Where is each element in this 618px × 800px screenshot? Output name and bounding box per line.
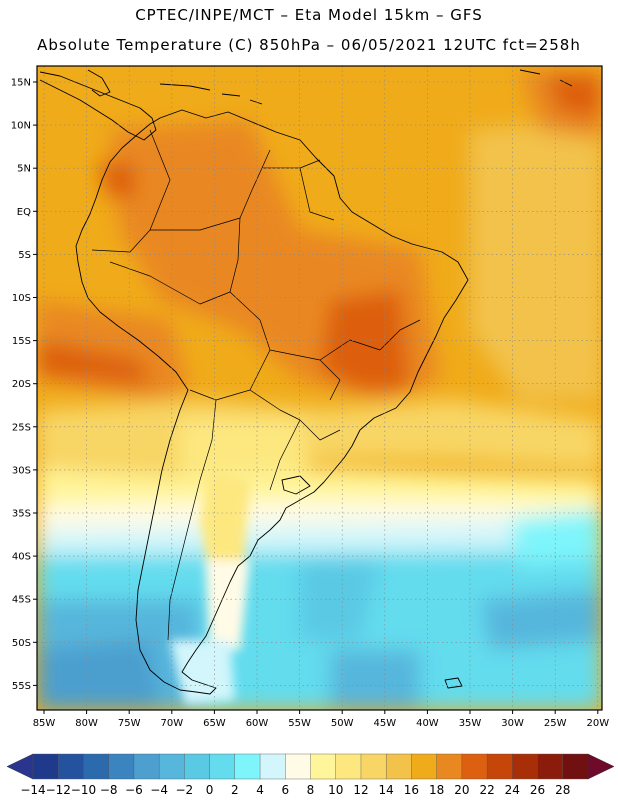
south-america-outline [75,109,469,695]
lat-label: 45S [12,595,31,606]
colorbar-swatch [411,753,438,780]
colorbar-swatch [512,753,539,780]
lon-label: 20W [586,718,609,729]
central-america-outline [39,71,157,141]
colorbar-label: 2 [231,783,239,797]
lon-label: 70W [160,718,183,729]
colorbar-label: 22 [479,783,494,797]
map-frame [36,65,603,711]
colorbar-swatch [486,753,513,780]
colorbar-label: 12 [353,783,368,797]
colorbar-label: 28 [555,783,570,797]
lon-label: 25W [544,718,567,729]
colorbar-label: 26 [530,783,545,797]
map-title-line-2: Absolute Temperature (C) 850hPa – 06/05/… [37,36,581,54]
temperature-field [37,66,602,710]
colorbar-label: 4 [256,783,264,797]
colorbar-label: 18 [429,783,444,797]
lon-label: 50W [331,718,354,729]
colorbar-swatch [562,753,589,780]
colorbar-swatch [83,753,110,780]
colorbar-swatch [335,753,362,780]
colorbar-label: 6 [281,783,289,797]
lat-label: 10S [12,293,31,304]
map-title-line-1: CPTEC/INPE/MCT – Eta Model 15km – GFS [135,6,483,24]
latitude-axis: 15N 10N 5N EQ 5S 10S 15S 20S 25S 30S 35S 40S 45S 50S 5… [11,78,37,692]
colorbar-label: −2 [176,783,194,797]
lon-label: 30W [501,718,524,729]
colorbar-label: 24 [505,783,520,797]
longitude-axis: 85W 80W 75W 70W 65W 60W 55W 50W 45W 40W 35W 30W 25W 2… [33,710,609,729]
colorbar-swatch [158,753,185,780]
colorbar-label: −8 [100,783,118,797]
lon-label: 40W [416,718,439,729]
colorbar-swatch [108,753,135,780]
colorbar-label: 8 [307,783,315,797]
lon-label: 80W [75,718,98,729]
rio-de-la-plata [281,475,311,495]
lon-label: 85W [33,718,56,729]
colorbar-label: 0 [206,783,214,797]
lat-label: 35S [12,509,31,520]
graticule [37,66,602,710]
colorbar-swatch [385,753,412,780]
colorbar-swatch [58,753,84,780]
colorbar-swatch [537,753,564,780]
colorbar-arrow-left [6,753,34,780]
colorbar-swatch [209,753,236,780]
lat-label: 5N [17,164,31,175]
colorbar-swatch [436,753,463,780]
colorbar-label: 14 [379,783,394,797]
colorbar-label: 16 [404,783,419,797]
lat-label: 40S [12,552,31,563]
lat-label: 55S [12,681,31,692]
lon-label: 35W [459,718,482,729]
lat-label: 30S [12,465,31,476]
colorbar-swatch [285,753,312,780]
country-borders [91,129,421,641]
colorbar-swatch [259,753,286,780]
lat-label: 5S [18,250,31,261]
colorbar-label: −12 [46,783,71,797]
colorbar-arrow-right [587,753,615,780]
colorbar-label: −10 [71,783,96,797]
colorbar-swatch [133,753,160,780]
colorbar-label: 10 [328,783,343,797]
caribbean-islands [159,69,573,105]
lon-label: 45W [373,718,396,729]
colorbar-swatch [234,753,261,780]
colorbar-swatch [310,753,337,780]
lat-label: 20S [12,379,31,390]
colorbar: −14 −12 −10 −8 −6 −4 −2 0 2 4 6 8 10 12 14 16 18 20 22 24 26… [6,753,615,797]
colorbar-swatch [32,753,59,780]
colorbar-swatch [184,753,211,780]
lat-label: 50S [12,638,31,649]
lat-label: 25S [12,422,31,433]
lon-label: 75W [118,718,141,729]
coastlines [39,69,573,695]
lat-label: EQ [17,207,31,218]
lon-label: 65W [203,718,226,729]
colorbar-swatch [461,753,488,780]
lon-label: 60W [246,718,269,729]
colorbar-label: −6 [125,783,143,797]
colorbar-label: −14 [20,783,45,797]
lon-label: 55W [288,718,311,729]
lat-label: 15N [11,78,31,89]
yucatan-outline [87,69,111,97]
colorbar-label: 20 [454,783,469,797]
lat-label: 15S [12,336,31,347]
colorbar-label: −4 [150,783,168,797]
colorbar-swatch [360,753,387,780]
lat-label: 10N [11,121,31,132]
